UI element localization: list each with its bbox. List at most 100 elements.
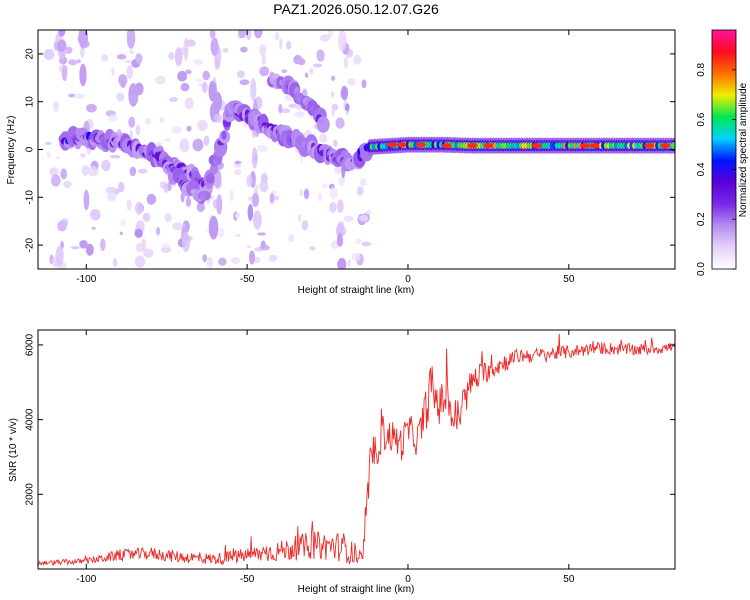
colorbar-tick-label: 0.2 [696, 212, 707, 226]
heatmap-noise-cell [144, 117, 152, 126]
heatmap-noise-cell [273, 195, 280, 201]
heatmap-noise-cell [155, 142, 163, 147]
heatmap-noise-cell [318, 192, 322, 202]
spectrogram-x-ticks: -100 -50 0 50 [76, 30, 575, 285]
heatmap-noise-cell [301, 220, 309, 231]
snr-plot-area [38, 330, 675, 569]
heatmap-noise-cell [73, 93, 85, 99]
heatmap-noise-cell [347, 77, 356, 86]
colorbar-label: Normalized spectral amplitude [738, 82, 749, 217]
heatmap-noise-cell [134, 201, 144, 215]
heatmap-noise-cell [50, 174, 61, 187]
heatmap-noise-cell [44, 141, 52, 146]
heatmap-noise-cell [159, 116, 165, 124]
heatmap-noise-cell [126, 65, 134, 79]
heatmap-noise-cell [126, 30, 136, 49]
heatmap-noise-cell [196, 202, 206, 213]
heatmap-noise-cell [279, 37, 283, 50]
heatmap-noise-cell [330, 91, 335, 99]
heatmap-noise-cell [128, 116, 136, 128]
heatmap-noise-cell [49, 167, 59, 176]
heatmap-noise-cell [234, 160, 242, 165]
heatmap-noise-cell [329, 187, 339, 200]
heatmap-noise-cell [259, 66, 270, 77]
heatmap-noise-cell [213, 113, 223, 123]
heatmap-noise-cell [61, 65, 68, 82]
heatmap-noise-cell [246, 174, 253, 187]
heatmap-noise-cell [222, 47, 229, 53]
spectrogram-y-tick-label: 20 [25, 48, 36, 60]
heatmap-noise-cell [336, 232, 343, 245]
heatmap-noise-cell [169, 96, 179, 103]
heatmap-hotspot [396, 142, 407, 148]
heatmap-hotspot [579, 143, 590, 149]
heatmap-noise-cell [347, 259, 351, 267]
heatmap-noise-cell [304, 72, 309, 78]
heatmap-noise-cell [319, 34, 331, 42]
heatmap-noise-cell [297, 213, 302, 222]
snr-panel: -100 -50 0 50 2000 4000 6000 Height of straig… [8, 329, 676, 595]
heatmap-noise-cell [76, 59, 81, 64]
heatmap-noise-cell [259, 180, 269, 193]
heatmap-noise-cell [233, 163, 242, 168]
heatmap-noise-cell [116, 53, 127, 60]
heatmap-noise-cell [257, 144, 268, 153]
figure-title: PAZ1.2026.050.12.07.G26 [273, 1, 439, 17]
heatmap-noise-cell [89, 209, 101, 221]
heatmap-noise-cell [355, 238, 362, 245]
heatmap-noise-cell [111, 67, 115, 76]
heatmap-noise-cell [271, 190, 278, 194]
heatmap-noise-cell [216, 227, 225, 238]
heatmap-noise-cell [177, 70, 188, 82]
heatmap-noise-cell [229, 189, 234, 202]
heatmap-noise-cell [162, 243, 170, 249]
heatmap-noise-cell [192, 138, 204, 152]
heatmap-noise-cell [356, 186, 364, 197]
heatmap-noise-cell [134, 255, 146, 268]
heatmap-noise-cell [309, 246, 316, 251]
heatmap-noise-cell [286, 40, 292, 50]
heatmap-noise-cell [240, 46, 248, 53]
heatmap-noise-cell [216, 194, 223, 215]
heatmap-noise-cell [236, 70, 245, 79]
heatmap-noise-cell [202, 253, 207, 263]
heatmap-noise-cell [56, 39, 67, 52]
heatmap-cell [318, 118, 326, 126]
heatmap-noise-cell [79, 239, 88, 249]
heatmap-noise-cell [235, 212, 241, 219]
heatmap-noise-cell [202, 70, 210, 81]
heatmap-noise-cell [294, 111, 305, 118]
heatmap-noise-cell [343, 56, 349, 69]
heatmap-noise-cell [119, 231, 123, 236]
heatmap-noise-cell [101, 159, 111, 172]
heatmap-noise-cell [186, 125, 192, 132]
snr-y-ticks: 2000 4000 6000 [25, 333, 675, 505]
heatmap-noise-cell [120, 78, 126, 88]
heatmap-noise-cell [163, 137, 171, 143]
heatmap-noise-cell [257, 232, 267, 236]
heatmap-hotspot [467, 143, 478, 149]
heatmap-noise-cell [87, 166, 99, 177]
snr-x-label: Height of straight line (km) [298, 584, 415, 595]
heatmap-noise-cell [135, 53, 143, 64]
heatmap-noise-cell [239, 79, 250, 86]
heatmap-noise-cell [343, 215, 354, 222]
heatmap-noise-cell [171, 126, 182, 134]
heatmap-cell [221, 130, 227, 140]
heatmap-noise-cell [79, 153, 87, 158]
heatmap-noise-cell [338, 30, 347, 52]
heatmap-noise-cell [344, 103, 350, 112]
heatmap-noise-cell [129, 49, 134, 54]
heatmap-noise-cell [135, 242, 145, 253]
heatmap-noise-cell [174, 47, 183, 67]
heatmap-noise-cell [269, 192, 275, 204]
spectrogram-x-label: Height of straight line (km) [298, 285, 415, 296]
spectrogram-y-tick-label: -10 [25, 190, 36, 205]
heatmap-noise-cell [359, 178, 367, 187]
heatmap-noise-cell [137, 168, 148, 174]
heatmap-noise-cell [247, 203, 254, 221]
heatmap-noise-cell [83, 189, 90, 211]
heatmap-noise-cell [238, 30, 246, 39]
heatmap-noise-cell [46, 151, 51, 158]
